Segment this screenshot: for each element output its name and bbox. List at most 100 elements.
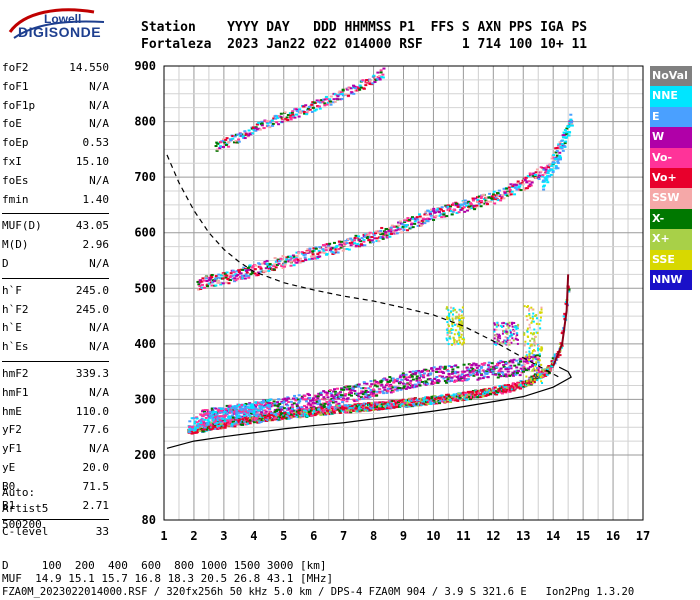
echo-point-o [293,412,297,415]
echo-point-x [515,366,519,369]
echo-point-x [330,400,334,403]
echo-point-o [259,421,263,424]
echo-point-o [311,412,315,415]
echo-point-o [375,403,379,406]
echo-point-3f [288,112,292,115]
echo-point-o [473,393,477,396]
echo-point-es [511,325,514,328]
echo-point-x [335,394,339,397]
echo-point-o [298,409,302,412]
echo-point-x [472,362,476,365]
echo-point-o [547,365,551,368]
echo-point-o [550,360,554,363]
echo-point-2f [265,262,269,265]
echo-point-2f [375,237,379,240]
echo-point-e [187,430,191,433]
echo-point-3f [319,101,323,104]
echo-point-x [314,402,318,405]
echo-point-2f [236,273,240,276]
echo-point-3f [299,110,303,113]
echo-point-x [371,394,375,397]
echo-point-o [310,412,314,415]
echo-point-x [469,366,473,369]
echo-point-2f [248,265,252,268]
echo-point-3f [368,81,372,84]
echo-point-o [392,402,396,405]
echo-point-es [502,330,505,333]
echo-point-o [519,379,523,382]
echo-point-2f [348,241,352,244]
echo-point-2f [453,209,457,212]
echo-point-x [323,391,327,394]
echo-point-2f [359,243,363,246]
echo-point-2f [362,240,366,243]
echo-point-es [456,325,459,328]
echo-point-o [248,422,252,425]
echo-point-o [360,406,364,409]
echo-point-2f [439,208,443,211]
echo-point-x [509,359,513,362]
echo-point-3f [360,86,364,89]
echo-point-2f [337,240,341,243]
echo-point-2f [212,280,216,283]
echo-point-3f [339,91,343,94]
echo-point-tail [558,154,562,157]
echo-point-o [278,418,282,421]
echo-point-2f [527,180,531,183]
echo-point-es [532,357,535,360]
echo-point-x [517,362,521,365]
echo-point-x [297,394,301,397]
echo-point-es [528,347,531,350]
echo-point-2f [349,244,353,247]
echo-point-3f [328,101,332,104]
echo-point-x [330,394,334,397]
echo-point-o [307,410,311,413]
echo-point-e [206,421,210,424]
echo-point-es [528,313,531,316]
echo-point-x [382,378,386,381]
echo-point-e [243,406,247,409]
echo-point-2f [488,192,492,195]
echo-point-x [321,398,325,401]
echo-point-o [429,401,433,404]
echo-point-es [526,329,529,332]
echo-point-o [563,312,567,315]
echo-point-tail [559,145,563,148]
echo-point-o [409,398,413,401]
echo-point-o [290,411,294,414]
echo-point-2f [418,213,422,216]
echo-point-o [348,405,352,408]
echo-point-o [427,396,431,399]
echo-point-x [214,407,218,410]
echo-point-3f [266,124,270,127]
echo-point-x [376,382,380,385]
echo-point-3f [297,115,301,118]
echo-point-2f [379,236,383,239]
echo-point-o [421,402,425,405]
echo-point-2f [505,187,509,190]
echo-point-es [455,340,458,343]
echo-point-x [356,398,360,401]
echo-point-es [505,332,508,335]
echo-point-e [233,408,237,411]
echo-point-x [456,371,460,374]
echo-point-3f [308,108,312,111]
echo-point-2f [499,199,503,202]
echo-point-3f [302,105,306,108]
param-name: h`F [2,283,22,297]
echo-point-e [207,412,211,415]
echo-point-2f [443,215,447,218]
echo-point-es [528,323,531,326]
echo-point-o [349,411,353,414]
echo-point-o [522,384,526,387]
echo-point-o [284,416,288,419]
echo-point-3f [295,108,299,111]
echo-point-2f [420,219,424,222]
echo-point-2f [389,226,393,229]
echo-point-e [216,416,220,419]
echo-point-e [195,421,199,424]
echo-point-2f [243,274,247,277]
echo-point-2f [518,185,522,188]
echo-point-o [334,406,338,409]
